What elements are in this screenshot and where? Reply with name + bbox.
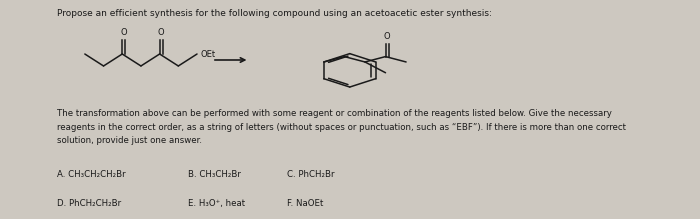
Text: E. H₃O⁺, heat: E. H₃O⁺, heat	[188, 199, 245, 208]
Text: The transformation above can be performed with some reagent or combination of th: The transformation above can be performe…	[57, 110, 626, 145]
Text: Propose an efficient synthesis for the following compound using an acetoacetic e: Propose an efficient synthesis for the f…	[57, 9, 491, 18]
Text: O: O	[384, 32, 390, 41]
Text: O: O	[158, 28, 164, 37]
Text: F. NaOEt: F. NaOEt	[288, 199, 324, 208]
Text: C. PhCH₂Br: C. PhCH₂Br	[288, 170, 335, 179]
Text: O: O	[120, 28, 127, 37]
Text: B. CH₃CH₂Br: B. CH₃CH₂Br	[188, 170, 241, 179]
Text: D. PhCH₂CH₂Br: D. PhCH₂CH₂Br	[57, 199, 121, 208]
Text: A. CH₃CH₂CH₂Br: A. CH₃CH₂CH₂Br	[57, 170, 125, 179]
Text: OEt: OEt	[200, 49, 216, 58]
